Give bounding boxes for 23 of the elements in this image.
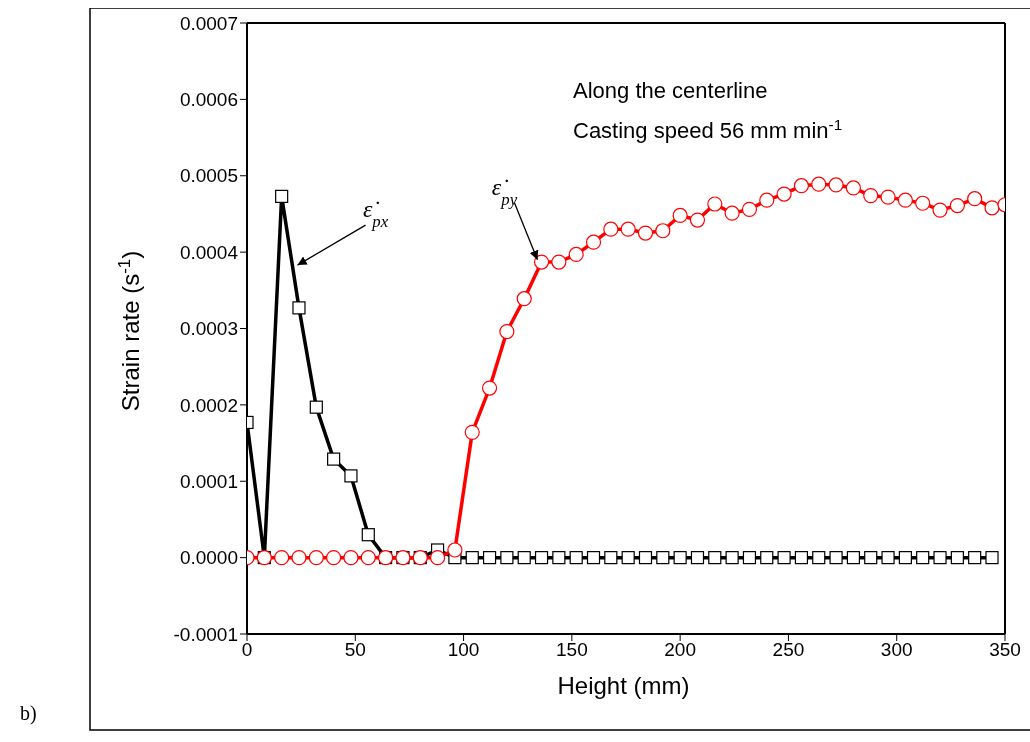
- annotation: ε̇$_{py}$: [491, 173, 518, 209]
- y-tick-label: 0.0003: [179, 318, 238, 340]
- x-tick-label: 50: [344, 639, 366, 661]
- y-tick-label: 0.0004: [179, 241, 239, 263]
- x-tick-label: 250: [772, 639, 805, 661]
- annotation: ε̇$_{px}$: [362, 196, 389, 231]
- annotation: Along the centerline: [573, 78, 768, 103]
- x-axis-title: Height (mm): [557, 672, 690, 699]
- x-tick-label: 300: [880, 639, 913, 661]
- y-tick-label: 0.0000: [179, 547, 238, 569]
- text: b): [20, 702, 37, 725]
- y-tick-label: 0.0005: [179, 165, 238, 187]
- y-tick-label: -0.0001: [173, 623, 238, 645]
- x-tick-label: 200: [664, 639, 696, 661]
- y-tick-label: 0.0006: [179, 89, 238, 111]
- x-tick-label: 0: [241, 639, 253, 661]
- annotation: Casting speed 56 mm min$^{-1}$: [573, 115, 843, 143]
- x-tick-label: 350: [989, 639, 1021, 661]
- y-tick-label: 0.0002: [179, 394, 238, 416]
- x-tick-label: 100: [447, 639, 480, 661]
- y-tick-label: 0.0001: [179, 470, 238, 492]
- y-tick-label: 0.0007: [179, 12, 238, 34]
- x-tick-label: 150: [556, 639, 588, 661]
